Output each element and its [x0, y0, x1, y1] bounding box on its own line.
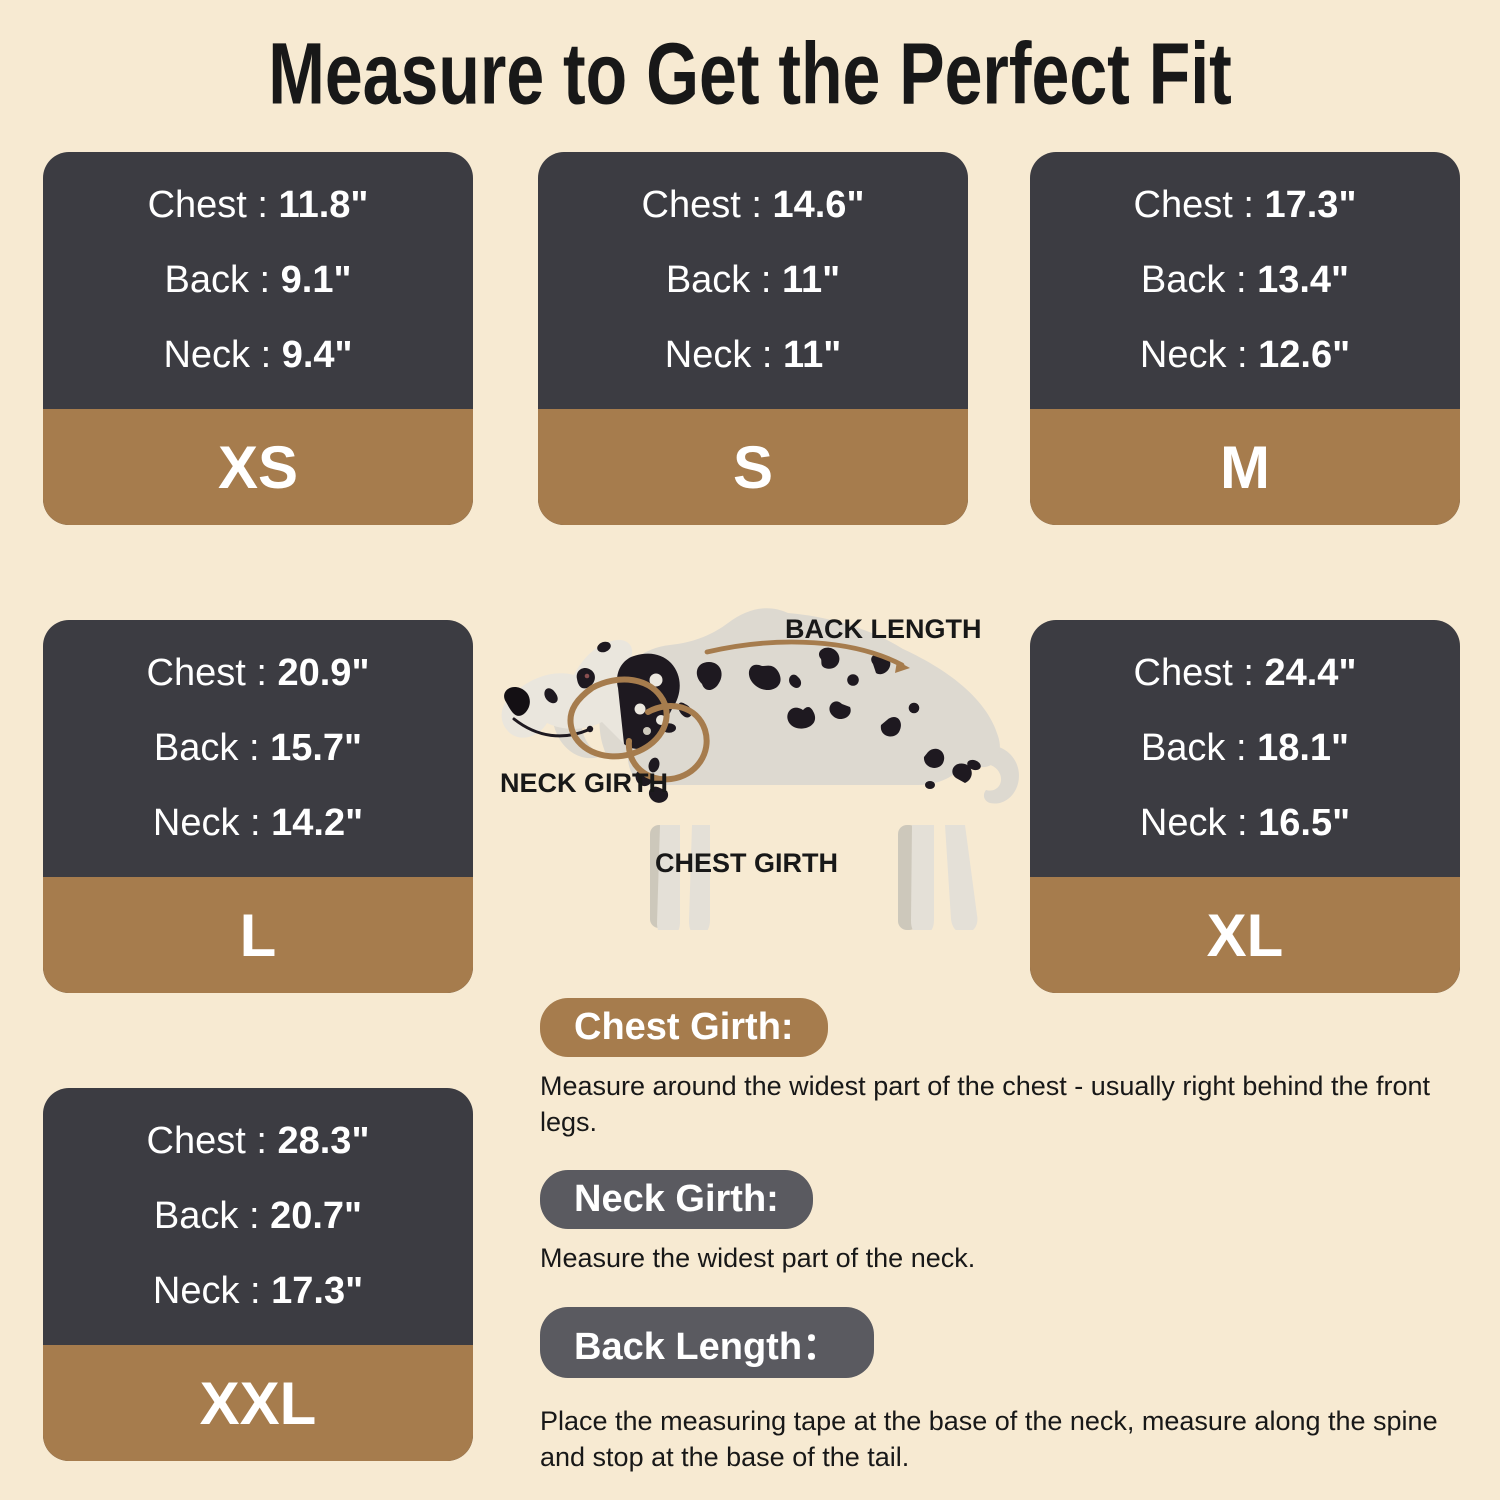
svg-text:CHEST GIRTH: CHEST GIRTH: [655, 848, 838, 878]
svg-text:BACK LENGTH: BACK LENGTH: [785, 614, 982, 644]
svg-text:NECK GIRTH: NECK GIRTH: [500, 768, 668, 798]
